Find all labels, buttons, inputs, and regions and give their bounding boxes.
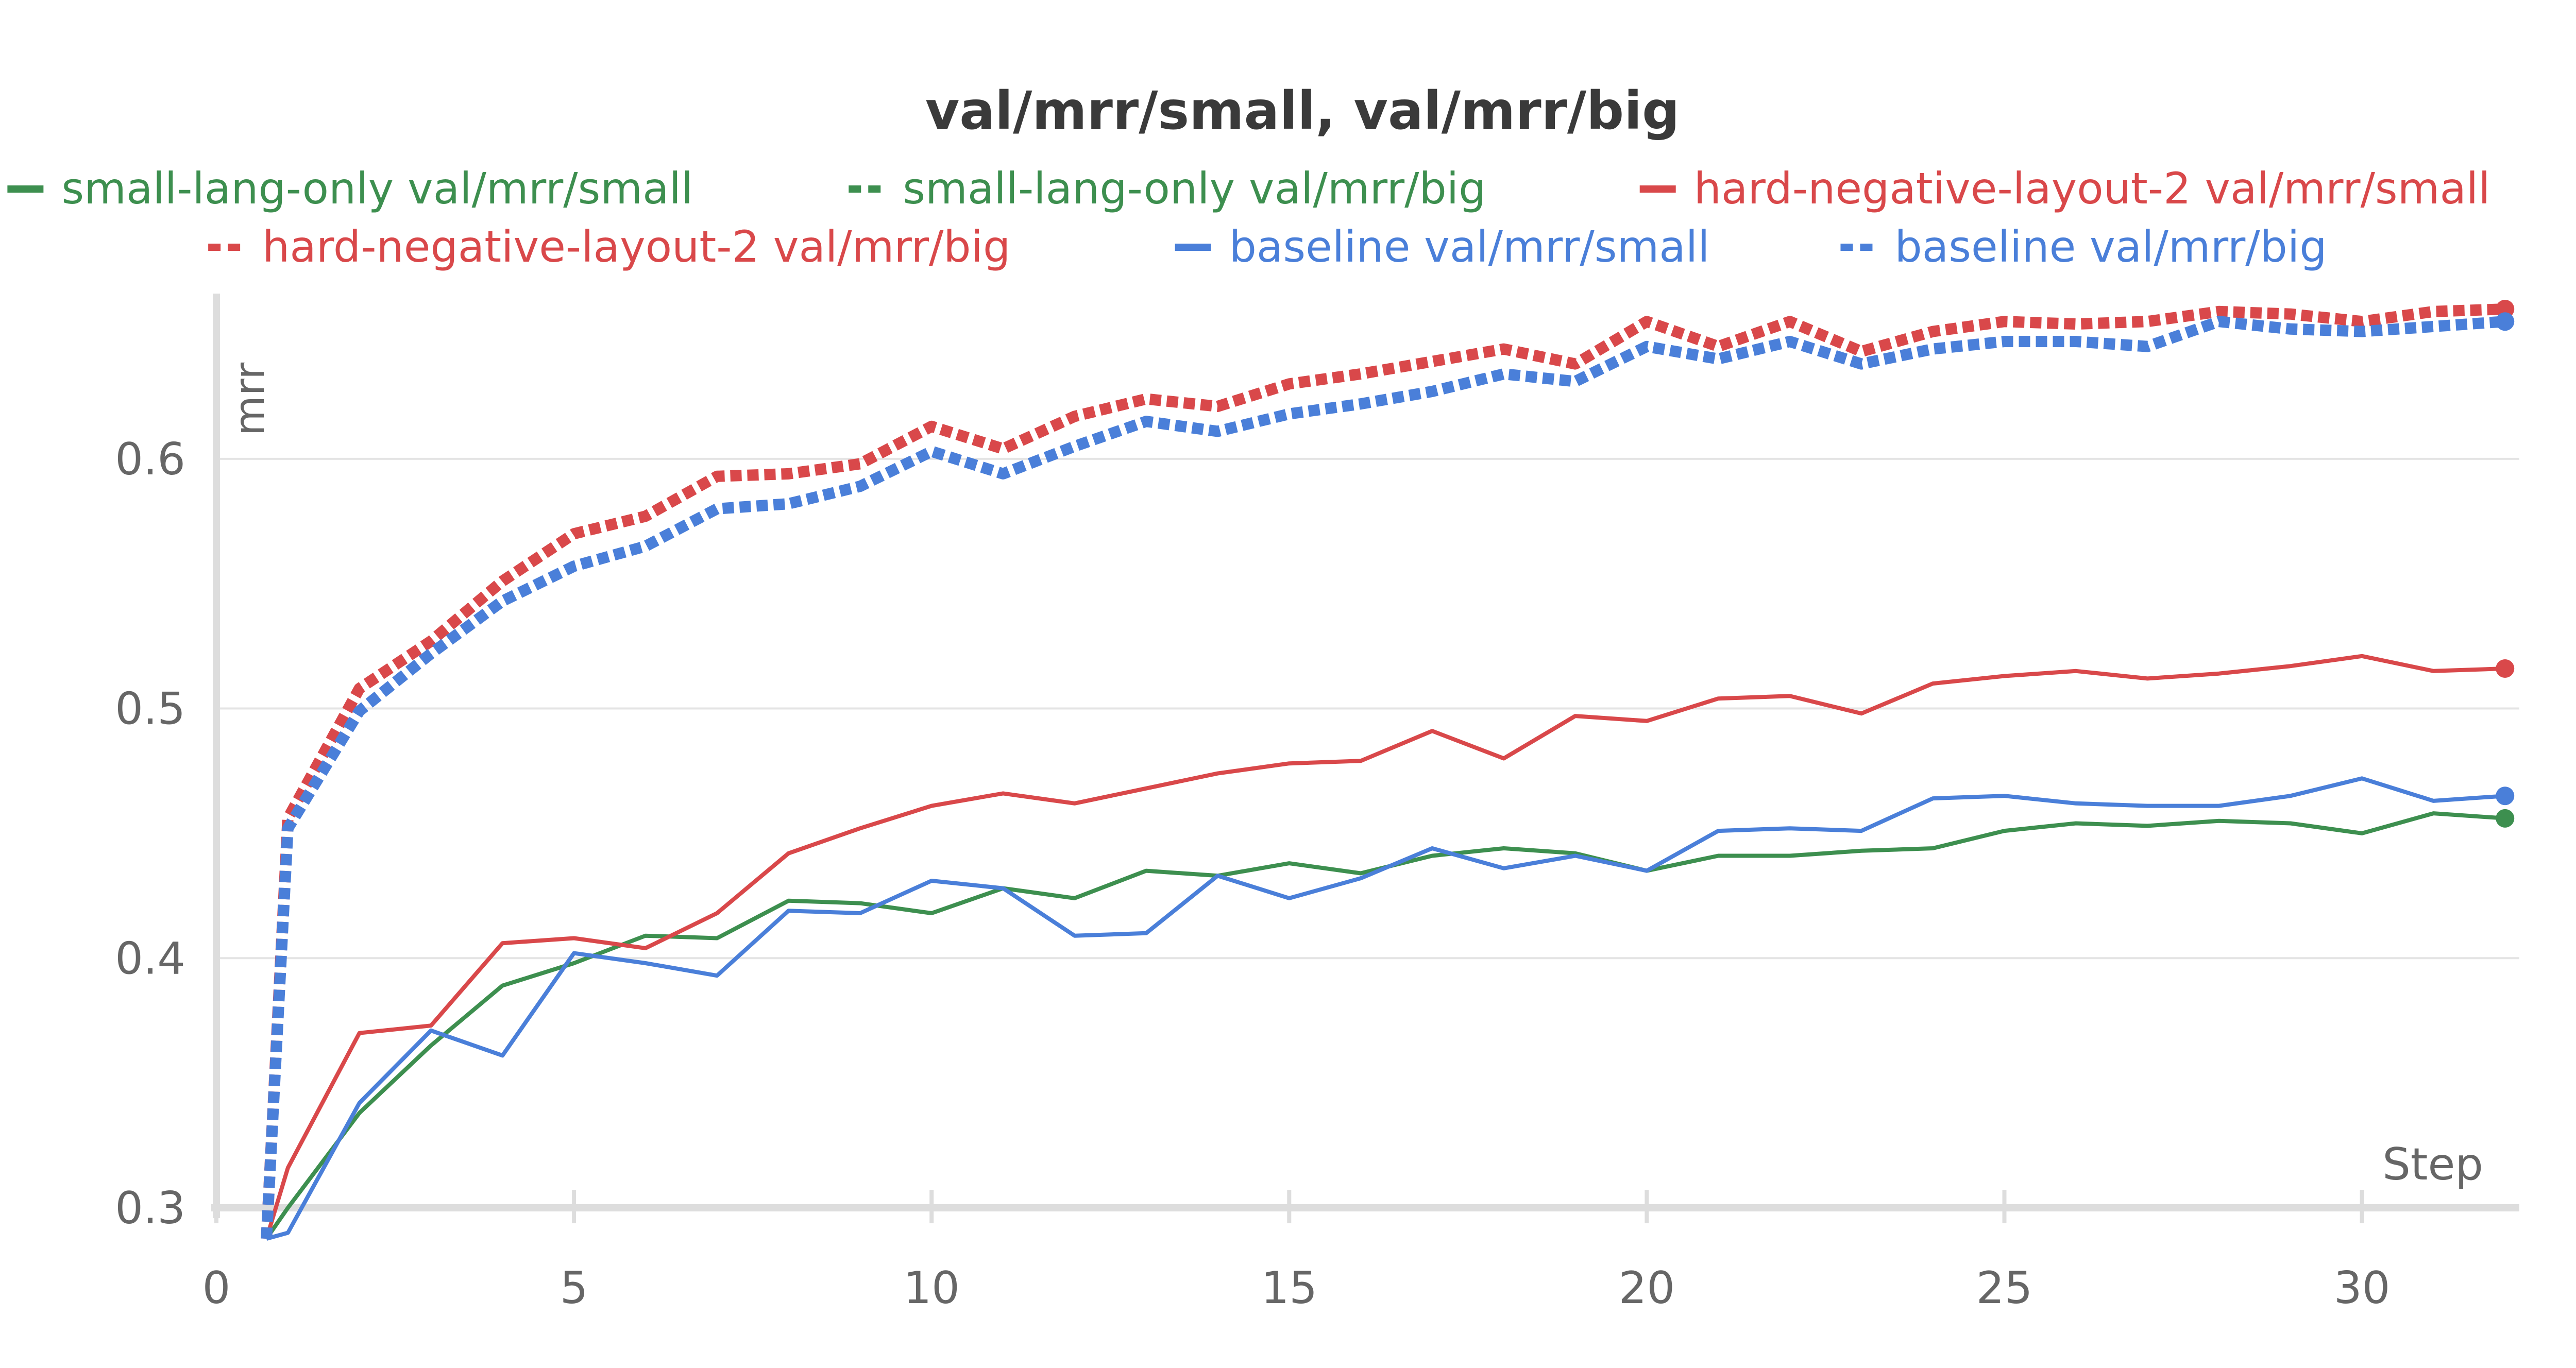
series-end-point-0	[2496, 809, 2515, 828]
series-end-point-4	[2496, 786, 2515, 806]
legend-item[interactable]: baseline val/mrr/small	[1175, 221, 1710, 272]
x-tick-label: 15	[1261, 1262, 1317, 1314]
legend-label: small-lang-only val/mrr/small	[61, 163, 693, 214]
legend-label: baseline val/mrr/big	[1894, 221, 2327, 272]
chart-title: val/mrr/small, val/mrr/big	[925, 80, 1680, 142]
y-axis-label: mrr	[226, 363, 274, 436]
x-axis-label: Step	[2382, 1139, 2483, 1190]
y-tick-label: 0.3	[115, 1183, 185, 1234]
legend-item[interactable]: small-lang-only val/mrr/small	[7, 163, 693, 214]
legend-label: baseline val/mrr/small	[1229, 221, 1710, 272]
y-tick-label: 0.6	[115, 434, 185, 485]
tick-labels: 0.3 0.4 0.5 0.6 0 5 10 15 20 25 30	[115, 434, 2390, 1314]
series-end-points	[2496, 300, 2515, 828]
legend-item[interactable]: small-lang-only val/mrr/big	[849, 163, 1486, 214]
legend-label: hard-negative-layout-2 val/mrr/big	[262, 221, 1010, 272]
series-line-3	[261, 303, 2505, 1239]
x-tick-label: 20	[1619, 1262, 1675, 1314]
y-tick-label: 0.5	[115, 683, 185, 735]
series-end-point-5	[2496, 312, 2515, 331]
legend-label: hard-negative-layout-2 val/mrr/small	[1694, 163, 2490, 214]
legend-item[interactable]: baseline val/mrr/big	[1840, 221, 2327, 272]
legend-item[interactable]: hard-negative-layout-2 val/mrr/small	[1639, 163, 2490, 214]
series-line-0	[264, 811, 2505, 1240]
series-line-2	[264, 654, 2505, 1240]
x-tick-label: 30	[2334, 1262, 2390, 1314]
legend: small-lang-only val/mrr/small small-lang-…	[7, 163, 2490, 272]
x-tick-label: 10	[903, 1262, 959, 1314]
legend-label: small-lang-only val/mrr/big	[903, 163, 1486, 214]
series-line-4	[266, 776, 2505, 1241]
grid-lines	[216, 457, 2519, 960]
x-tick-label: 25	[1976, 1262, 2032, 1314]
x-tick-label: 5	[560, 1262, 588, 1314]
axes	[211, 294, 2519, 1223]
series-end-point-2	[2496, 659, 2515, 678]
series-line-5	[261, 316, 2505, 1239]
series-lines	[261, 303, 2505, 1241]
x-tick-label: 0	[202, 1262, 231, 1314]
legend-item[interactable]: hard-negative-layout-2 val/mrr/big	[208, 221, 1010, 272]
y-tick-label: 0.4	[115, 933, 185, 984]
